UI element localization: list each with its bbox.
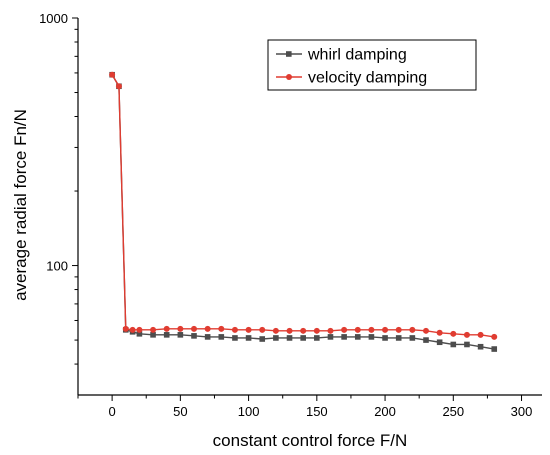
data-point <box>286 335 293 341</box>
y-tick-label: 100 <box>46 259 68 274</box>
data-point <box>150 332 156 338</box>
data-point <box>368 334 375 340</box>
data-point <box>382 326 389 333</box>
legend-swatch-marker <box>286 74 292 80</box>
data-point <box>204 334 211 340</box>
data-point <box>163 325 170 332</box>
legend-label: velocity damping <box>308 70 427 87</box>
legend-swatch-marker <box>286 51 292 57</box>
data-point <box>314 335 320 341</box>
data-point <box>409 335 416 341</box>
data-point <box>341 334 347 340</box>
data-point <box>150 326 157 333</box>
data-point <box>218 334 225 340</box>
data-point <box>354 326 361 333</box>
x-tick-label: 300 <box>511 404 533 419</box>
series-1 <box>109 71 498 352</box>
data-point <box>395 326 402 333</box>
legend-box <box>267 39 477 91</box>
data-point <box>436 339 443 346</box>
series-2 <box>109 71 498 340</box>
axes: 0 50 100 150 200 250 300 100 1000 <box>39 11 542 419</box>
data-point <box>231 326 238 333</box>
x-tick-label: 0 <box>109 404 116 419</box>
data-point <box>436 329 443 336</box>
data-point <box>191 333 197 339</box>
data-point <box>272 327 279 334</box>
data-point <box>109 71 116 78</box>
data-point <box>163 332 170 338</box>
data-point <box>395 335 402 341</box>
series-layer <box>109 71 498 352</box>
data-point <box>491 333 498 340</box>
data-point <box>354 334 361 340</box>
data-point <box>204 325 211 332</box>
data-point <box>463 331 470 338</box>
data-point <box>259 336 266 342</box>
y-axis-title: average radial force Fn/N <box>11 109 30 301</box>
data-point <box>368 326 375 333</box>
data-point <box>300 335 306 341</box>
data-point <box>286 327 293 334</box>
data-point <box>136 326 143 333</box>
series-line <box>111 74 495 338</box>
data-point <box>464 341 470 348</box>
data-point <box>491 346 498 352</box>
data-point <box>191 325 197 332</box>
data-point <box>136 331 143 337</box>
data-point <box>327 334 334 340</box>
data-point <box>245 335 252 341</box>
data-point <box>477 343 484 350</box>
legend-label: whirl damping <box>307 47 407 64</box>
data-point <box>218 325 225 332</box>
data-point <box>423 337 429 343</box>
series-line <box>111 74 495 350</box>
data-point <box>450 330 457 337</box>
x-tick-label: 250 <box>442 404 464 419</box>
x-tick-label: 200 <box>374 404 396 419</box>
x-tick-label: 150 <box>306 404 328 419</box>
x-tick-label: 100 <box>238 404 260 419</box>
data-point <box>177 332 184 338</box>
legend: whirl damping velocity damping <box>267 39 477 91</box>
x-axis-title: constant control force F/N <box>213 431 408 450</box>
data-point <box>327 327 334 334</box>
data-point <box>273 335 279 341</box>
data-point <box>232 335 238 341</box>
data-point <box>423 327 429 334</box>
data-point <box>122 325 129 332</box>
data-point <box>450 341 457 348</box>
data-point <box>300 327 307 334</box>
data-point <box>341 326 348 333</box>
x-tick-label: 50 <box>173 404 187 419</box>
data-point <box>177 325 184 332</box>
data-point <box>115 83 122 90</box>
data-point <box>313 327 320 334</box>
data-point <box>409 326 416 333</box>
y-tick-label: 1000 <box>39 11 68 26</box>
data-point <box>259 326 266 333</box>
data-point <box>245 326 252 333</box>
data-point <box>477 331 484 338</box>
data-point <box>129 326 136 333</box>
data-point <box>382 335 388 341</box>
